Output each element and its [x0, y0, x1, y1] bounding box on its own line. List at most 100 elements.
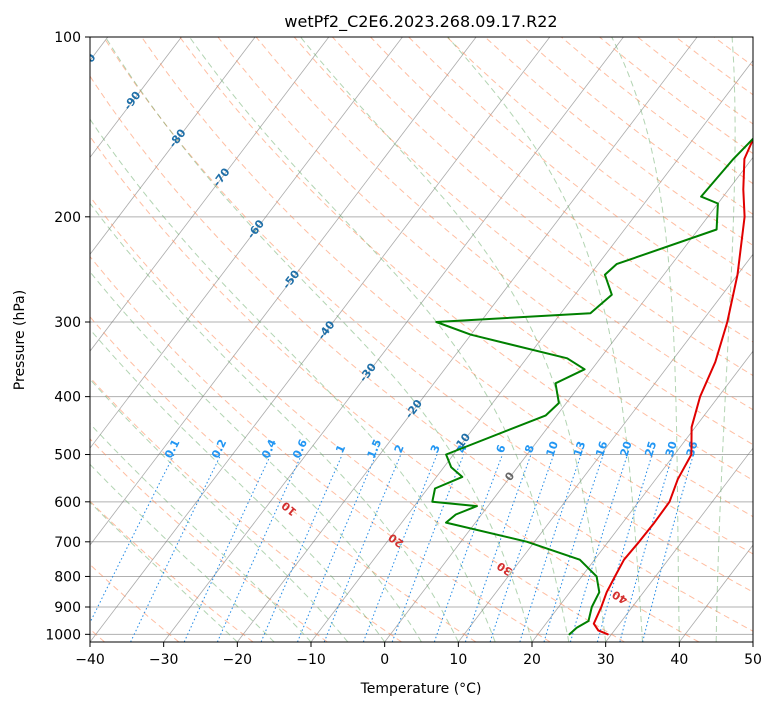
dry-adiabat-line [90, 438, 328, 642]
moist-adiabat-line [300, 37, 607, 642]
isotherm-label: -20 [403, 397, 426, 421]
x-tick-label: −10 [296, 652, 326, 668]
dry-adiabat-line [90, 255, 551, 642]
dry-adiabat-lines [90, 37, 753, 642]
dry-adiabat-line [90, 75, 753, 632]
dry-adiabat-label: 20 [386, 530, 406, 550]
dry-adiabat-line [179, 37, 753, 518]
mixing-ratio-line [619, 454, 674, 642]
mixing-ratio-label: 16 [593, 439, 610, 458]
dry-adiabat-line [751, 37, 753, 39]
mixing-ratio-line [216, 454, 303, 642]
plot-frame [89, 36, 754, 643]
dry-adiabat-label: 40 [610, 587, 630, 606]
moist-adiabat-lines [90, 37, 736, 642]
isotherm-line [605, 447, 753, 642]
isotherm-label: -30 [357, 360, 380, 384]
isotherm-label: 0 [502, 469, 517, 483]
moist-adiabat-line [90, 328, 386, 642]
dry-adiabat-line [522, 37, 753, 215]
y-axis-ticks: 1000 900 800 700 600 500 400 300 200 100 [45, 30, 90, 643]
mixing-ratio-line [433, 454, 503, 642]
mixing-ratio-line [596, 454, 653, 642]
mixing-ratio-line [362, 454, 438, 642]
isotherm-line [679, 544, 753, 642]
moist-adiabat-line [90, 463, 275, 642]
y-tick-label: 600 [54, 495, 81, 511]
dry-adiabat-line [675, 37, 753, 96]
mixing-ratio-lines [90, 454, 694, 642]
isotherm-line [384, 156, 753, 642]
mixing-ratio-line [130, 454, 222, 642]
moist-adiabat-line [447, 37, 643, 642]
moist-adiabat-line [90, 423, 312, 642]
isotherm-line [531, 350, 753, 642]
moist-adiabat-line [90, 501, 238, 642]
x-axis-title: Temperature (°C) [360, 681, 482, 697]
y-tick-label: 300 [54, 315, 81, 331]
dry-adiabat-line [90, 316, 477, 642]
x-tick-label: 0 [380, 652, 389, 668]
mixing-ratio-line [323, 454, 402, 642]
dry-adiabat-line [103, 37, 753, 593]
y-tick-label: 700 [54, 535, 81, 551]
x-tick-label: 20 [523, 652, 541, 668]
y-tick-label: 900 [54, 600, 81, 616]
isotherm-line [163, 37, 624, 642]
y-tick-label: 800 [54, 569, 81, 585]
x-tick-label: −40 [75, 652, 105, 668]
mixing-ratio-line [90, 454, 175, 624]
y-tick-label: 100 [54, 30, 81, 46]
isotherm-line [90, 37, 477, 546]
isotherm-label: -60 [245, 217, 268, 241]
isotherm-line [310, 59, 753, 642]
mixing-ratio-line [642, 454, 694, 642]
isotherm-line [90, 37, 182, 159]
dry-adiabat-line [713, 37, 753, 67]
mixing-ratio-label: 0.1 [162, 437, 182, 460]
moist-adiabat-line [104, 37, 533, 642]
isotherm-line [90, 37, 551, 642]
mixing-ratio-label: 0.6 [290, 437, 310, 460]
y-tick-label: 1000 [45, 627, 81, 643]
x-tick-label: −20 [223, 652, 253, 668]
moist-adiabat-line [715, 37, 736, 642]
mixing-ratio-line [569, 454, 628, 642]
x-tick-label: 30 [597, 652, 615, 668]
dry-adiabat-line [293, 37, 753, 411]
mixing-ratio-line [391, 454, 465, 642]
mixing-ratio-line [260, 454, 343, 642]
y-tick-label: 500 [54, 448, 81, 464]
mixing-ratio-label: 1 [333, 443, 348, 455]
moist-adiabat-line [90, 118, 496, 642]
mixing-ratio-line [464, 454, 532, 642]
isotherm-label: -100 [72, 51, 99, 81]
sounding-series [431, 136, 753, 636]
dry-adiabat-line [255, 37, 753, 446]
mixing-ratio-label: 3 [428, 443, 443, 455]
mixing-ratio-line [519, 454, 582, 642]
dry-adiabat-line [637, 37, 753, 125]
isotherm-lines [90, 37, 753, 642]
isotherm-line [458, 253, 753, 642]
mixing-ratio-line [297, 454, 377, 642]
moist-adiabat-line [90, 202, 459, 642]
y-tick-label: 200 [54, 210, 81, 226]
isotherm-line [237, 37, 698, 642]
dewpoint-profile-line [431, 137, 753, 636]
chart-title: wetPf2_C2E6.2023.268.09.17.R22 [284, 12, 557, 32]
x-tick-label: 50 [744, 652, 762, 668]
isotherm-label: -90 [121, 89, 144, 113]
isotherm-line [752, 641, 753, 642]
isotherm-line [90, 37, 256, 255]
y-axis-title: Pressure (hPa) [12, 290, 28, 390]
moist-adiabat-line [189, 37, 570, 642]
dry-adiabat-line [217, 37, 753, 481]
x-tick-label: 10 [449, 652, 467, 668]
dry-adiabat-line [370, 37, 753, 343]
moist-adiabat-line [90, 271, 422, 642]
mixing-ratio-label: 0.4 [259, 437, 279, 460]
mixing-ratio-line [543, 454, 604, 642]
dry-adiabat-line [90, 135, 700, 642]
